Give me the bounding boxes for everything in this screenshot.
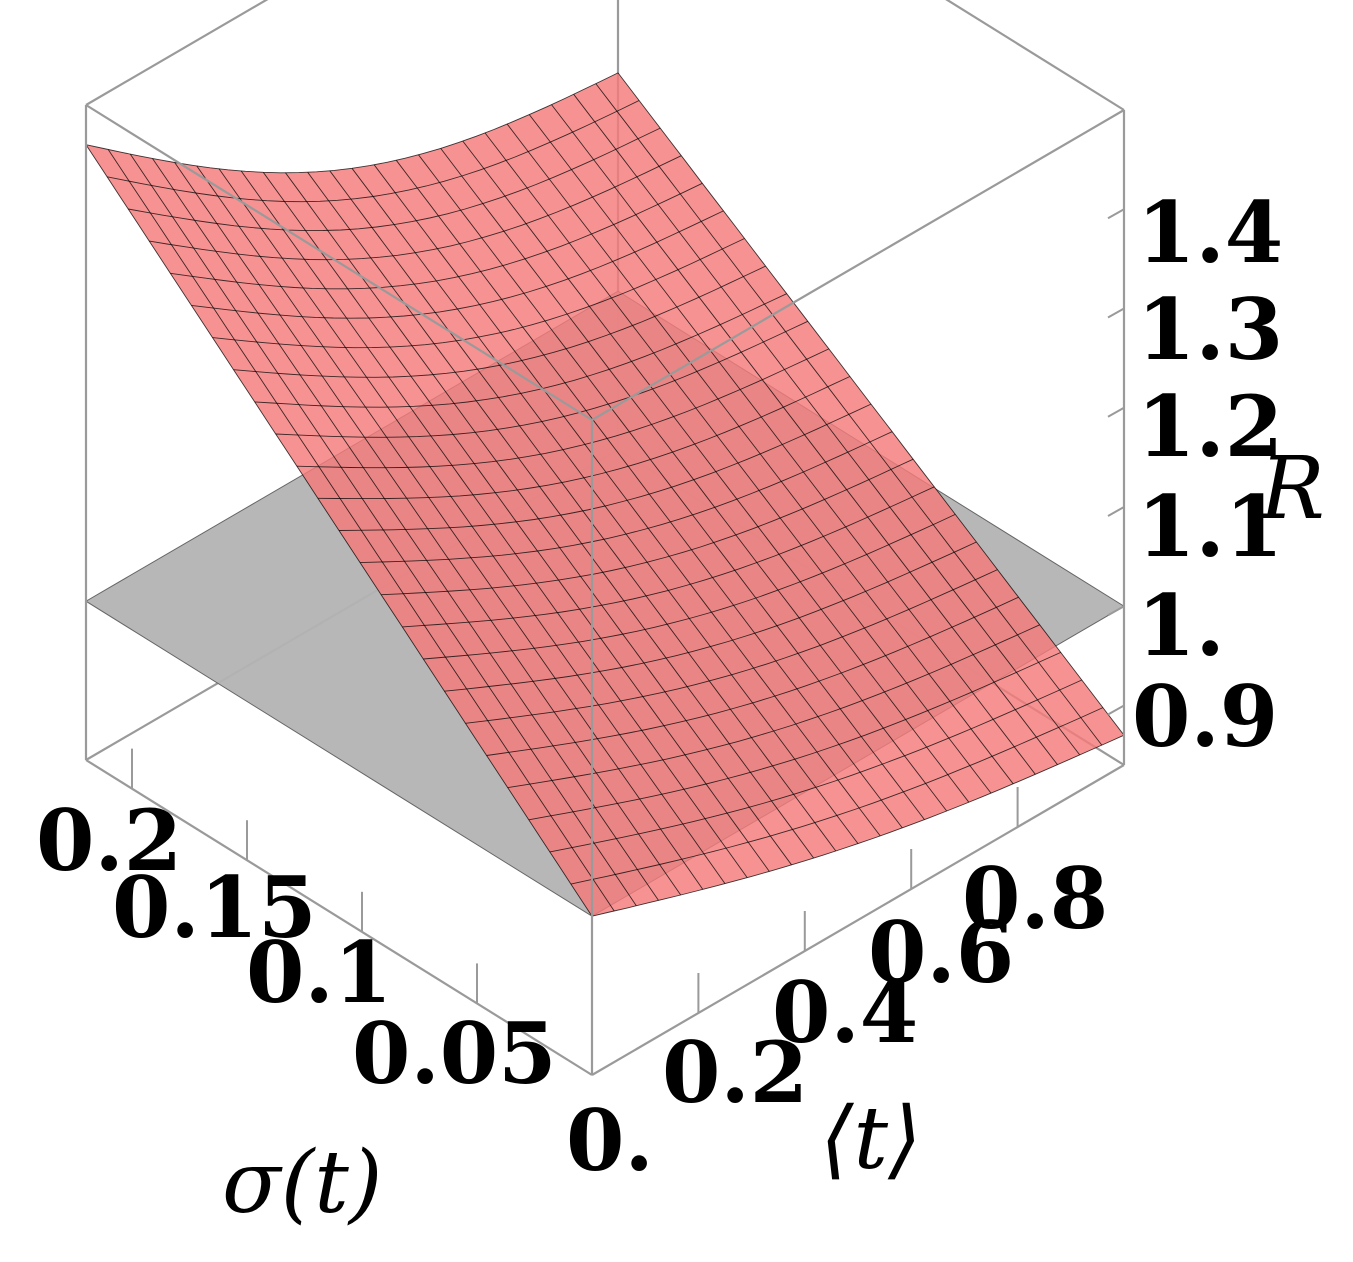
z-tick-mark (1107, 406, 1125, 418)
x-tick-label: 0.8 (962, 849, 1108, 948)
x-tick-labels: 0. 0.2 0.4 0.6 0.8 (566, 849, 1108, 1190)
surface-mesh-line (174, 162, 682, 896)
surface-patch (444, 542, 998, 724)
surface-mesh-line (240, 170, 748, 878)
bounding-box-front-edges (84, 104, 1126, 1076)
surface-mesh-line (617, 72, 1125, 736)
z-tick-label: 1.4 (1137, 183, 1283, 282)
surface-patch (507, 624, 1061, 820)
surface-mesh-line (152, 158, 659, 901)
surface-patch (549, 680, 1103, 885)
surface-patch (212, 238, 766, 378)
tick-marks (131, 208, 1125, 1075)
box-edge (85, 759, 593, 1076)
surface-mesh-line (329, 170, 837, 852)
x-tick-label: 0.4 (772, 963, 918, 1062)
box-edge (591, 109, 1125, 421)
surface-mesh-line (462, 140, 970, 803)
box-edge (945, 0, 1125, 111)
z-tick-label: 0.9 (1132, 667, 1278, 766)
z-tick-mark (1107, 704, 1125, 716)
surface-mesh-line (551, 104, 1058, 765)
z-tick-label: 1.2 (1137, 377, 1283, 476)
surface-mesh-line (506, 123, 1014, 785)
surface-mesh-line (573, 94, 1081, 756)
surface-patch (465, 569, 1019, 756)
surface-patch (423, 514, 977, 692)
y-tick-label: 0.05 (352, 1004, 557, 1103)
z-tick-labels: 0.9 1. 1.1 1.2 1.3 1.4 (1132, 183, 1283, 766)
z-tick-label: 1.3 (1137, 280, 1283, 379)
surface-patch (107, 100, 661, 231)
surface-mesh-line (85, 144, 593, 917)
surface-patch (254, 293, 808, 438)
z-tick-mark (1107, 605, 1125, 617)
surface-patch (381, 459, 935, 627)
y-axis-title: σ(t) (222, 1133, 382, 1233)
x-tick-label: 0.6 (868, 903, 1014, 1002)
surface-mesh-line (484, 132, 992, 794)
x-axis-title: ⟨t⟩ (820, 1089, 922, 1189)
surface-mesh-line (373, 164, 881, 837)
surface-mesh-line (351, 168, 859, 844)
surface-mesh-line (395, 160, 903, 829)
z-tick-mark (1107, 506, 1125, 517)
y-tick-label: 0.2 (36, 791, 182, 890)
surface-patch (170, 183, 724, 319)
surface-mesh-line (307, 172, 815, 859)
z-axis-title: R (1258, 439, 1325, 539)
surface-mesh-line (418, 154, 925, 820)
z-tick-mark (1107, 307, 1125, 319)
x-tick-label: 0. (566, 1091, 654, 1190)
surface-patch (149, 155, 703, 289)
surface-mesh-line (595, 83, 1103, 746)
box-edge (85, 104, 593, 421)
surface (85, 72, 1125, 917)
surface-mesh-line (107, 149, 615, 912)
box-edge (591, 764, 1125, 1076)
surface-mesh-line (196, 165, 704, 890)
y-tick-labels: 0.2 0.15 0.1 0.05 (36, 791, 557, 1103)
surface-mesh-line (285, 172, 792, 866)
surface-mesh-line (218, 168, 726, 884)
z-tick-label: 1. (1137, 576, 1225, 675)
surface-mesh-line (262, 172, 770, 872)
x-tick-label: 0.2 (662, 1023, 808, 1122)
surface-patch (486, 597, 1040, 788)
z-tick-label: 1.1 (1137, 477, 1283, 576)
box-edge (85, 0, 269, 106)
surface-patch (191, 210, 745, 348)
y-tick-label: 0.1 (246, 923, 392, 1022)
surface-patch (402, 486, 956, 660)
y-tick-label: 0.15 (112, 858, 317, 957)
surface-mesh-line (528, 114, 1036, 775)
surface-mesh-line (440, 148, 948, 812)
z-tick-mark (1107, 208, 1125, 220)
surface-mesh-line (129, 153, 637, 907)
